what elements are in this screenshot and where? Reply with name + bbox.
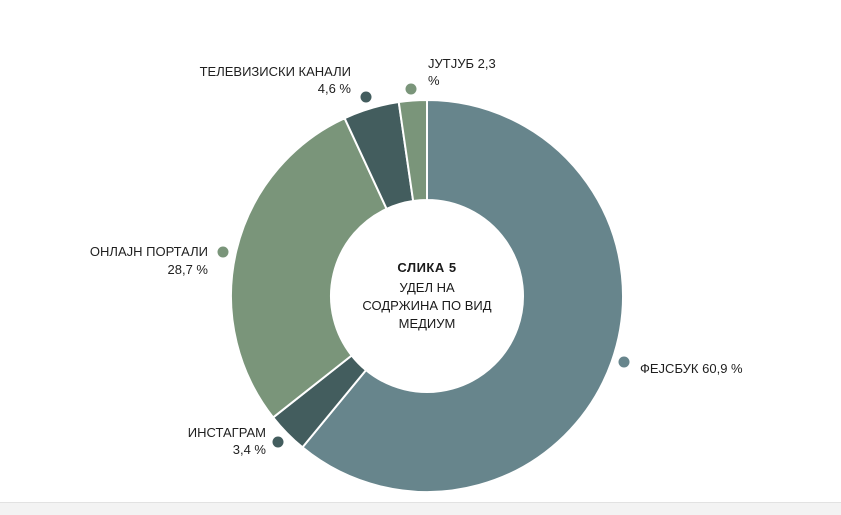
- slice-label-4-line-1: ТЕЛЕВИЗИСКИ КАНАЛИ: [200, 64, 351, 79]
- slice-label-5-line-1: ЈУТЈУБ 2,3: [428, 56, 496, 71]
- chart-subtitle-line-3: МЕДИУМ: [399, 316, 456, 331]
- slice-label-3-line-2: 28,7 %: [168, 262, 209, 277]
- chart-subtitle-line-2: СОДРЖИНА ПО ВИД: [362, 298, 491, 313]
- slice-label-1-line-1: ФЕЈСБУК 60,9 %: [640, 361, 743, 376]
- slice-label-marker-5: [405, 83, 417, 95]
- slice-label-4-line-2: 4,6 %: [318, 81, 352, 96]
- slice-label-3-line-1: ОНЛАЈН ПОРТАЛИ: [90, 244, 208, 259]
- slice-label-2-line-1: ИНСТАГРАМ: [188, 425, 266, 440]
- slices-layer: [230, 98, 624, 493]
- slice-5: [397, 98, 428, 203]
- slice-label-5-line-2: %: [428, 73, 440, 88]
- slice-3: [230, 116, 388, 419]
- slice-label-marker-3: [217, 246, 229, 258]
- chart-title: СЛИКА 5: [397, 260, 456, 275]
- slice-label-marker-4: [360, 91, 372, 103]
- donut-hole: [332, 201, 522, 391]
- bottom-scroll-strip: [0, 502, 841, 515]
- chart-center-label: СЛИКА 5 УДЕЛ НА СОДРЖИНА ПО ВИД МЕДИУМ: [362, 260, 491, 331]
- slice-label-2-line-2: 3,4 %: [233, 442, 267, 457]
- slice-label-marker-1: [618, 356, 630, 368]
- labels-layer: ФЕЈСБУК 60,9 % ИНСТАГРАМ 3,4 % ОНЛАЈН ПОРТА…: [90, 56, 743, 457]
- slice-label-marker-2: [272, 436, 284, 448]
- chart-subtitle-line-1: УДЕЛ НА: [399, 280, 455, 295]
- slice-1: [301, 98, 624, 493]
